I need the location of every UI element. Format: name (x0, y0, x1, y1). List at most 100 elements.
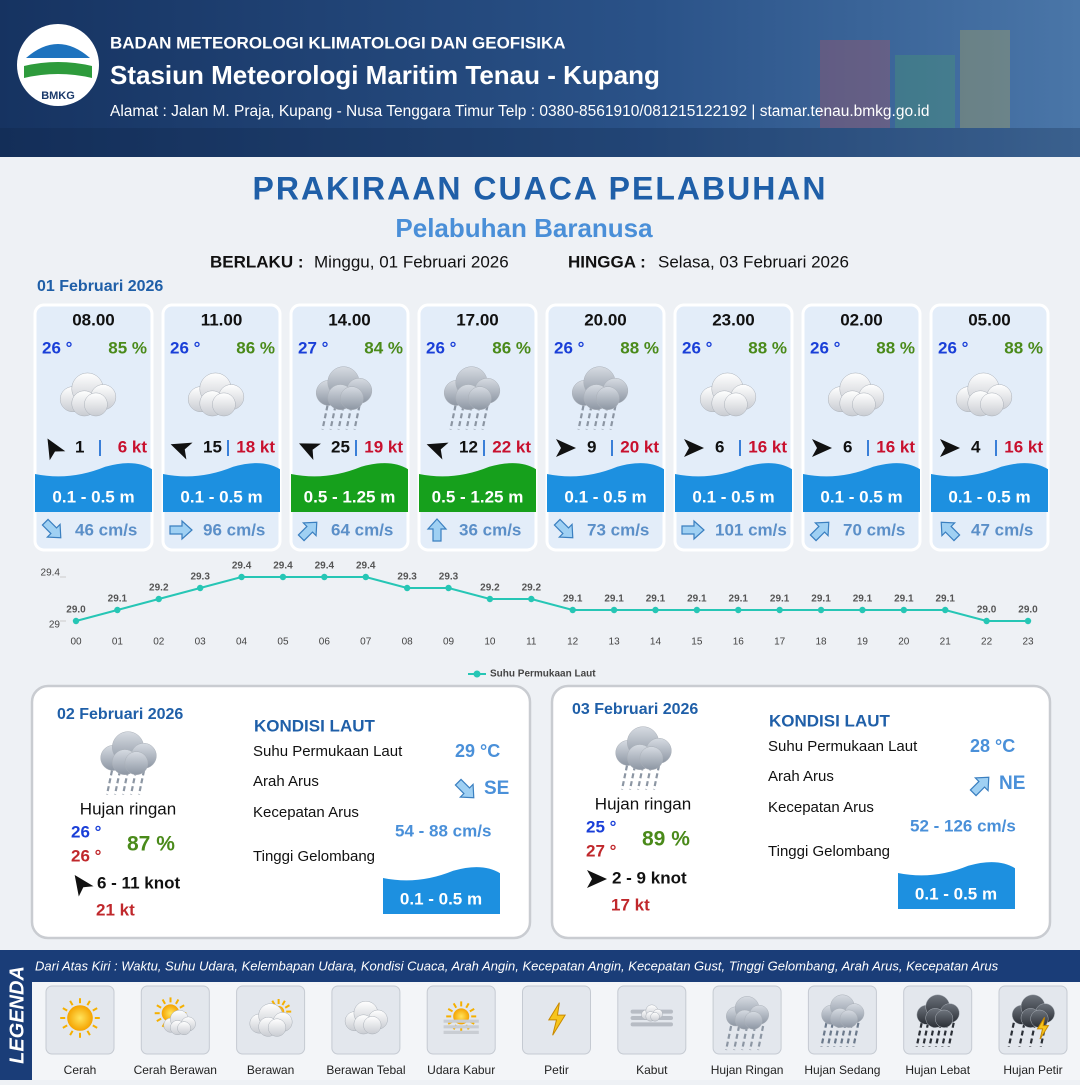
time: 14.00 (328, 310, 371, 329)
point (528, 595, 535, 603)
logo-text: BMKG (41, 90, 75, 102)
temperature: 26 ° (682, 338, 713, 357)
humidity: 86 % (492, 338, 531, 357)
point (859, 606, 866, 614)
wind-speed: 12 (459, 437, 478, 456)
value-label: 29.2 (522, 583, 542, 594)
value-label: 29.0 (1018, 605, 1038, 616)
current-arrow-shape (969, 776, 990, 797)
current-arrow (940, 521, 961, 542)
cloud-puff (340, 386, 364, 410)
wave (803, 463, 920, 512)
sea-label: Tinggi Gelombang (253, 848, 375, 865)
day-date: 03 Februari 2026 (572, 701, 698, 718)
wind-arrow (587, 870, 607, 888)
day-panel (30, 684, 532, 940)
weather-icon (443, 1001, 479, 1035)
humidity: 88 % (1004, 338, 1043, 357)
rain (820, 1022, 828, 1048)
temp-max: 27 ° (586, 841, 617, 860)
legend-item: Hujan Sedang (804, 1063, 880, 1077)
current-arrow-shape (297, 521, 318, 542)
temperature: 26 ° (810, 338, 841, 357)
value-label: 29.3 (190, 572, 210, 583)
x-tick-label: 00 (70, 637, 82, 648)
rain (609, 405, 617, 430)
weather-icon (60, 998, 100, 1038)
header-decoration (0, 30, 1080, 157)
wind-arrow (556, 439, 576, 457)
wave-height: 0.1 - 0.5 m (948, 487, 1030, 506)
wind-arrow (74, 874, 94, 897)
point (238, 573, 245, 581)
x-tick-label: 07 (360, 637, 372, 648)
separator (611, 440, 613, 456)
valid-to: Selasa, 03 Februari 2026 (658, 252, 849, 271)
wave (898, 862, 1015, 909)
temperature: 26 ° (938, 338, 969, 357)
value-label: 29.4 (273, 561, 293, 572)
wind-arrow-shape (426, 442, 449, 460)
wave-height: 0.1 - 0.5 m (180, 487, 262, 506)
rain (947, 1022, 955, 1048)
current-arrow-shape (41, 518, 62, 539)
x-tick-label: 16 (733, 637, 745, 648)
point (693, 606, 701, 614)
rain (922, 1022, 930, 1048)
weather-icon (827, 372, 885, 417)
gust: 16 kt (876, 437, 915, 456)
separator (227, 440, 229, 456)
sun-ray (156, 1004, 162, 1009)
current-speed: 47 cm/s (971, 520, 1033, 539)
wind-speed: 15 (203, 437, 222, 456)
rain (1007, 1022, 1015, 1048)
value-label: 29.1 (729, 594, 749, 605)
weather-icon (1007, 994, 1055, 1048)
point (362, 573, 369, 581)
cloud-puff (177, 1021, 191, 1036)
rain (137, 770, 146, 795)
value-label: 29.2 (149, 583, 169, 594)
current-arrow-shape (454, 778, 475, 799)
point (155, 595, 162, 603)
x-tick-label: 06 (319, 637, 331, 648)
humidity: 85 % (108, 338, 147, 357)
sun-ray (69, 1000, 74, 1006)
sea-label: Tinggi Gelombang (768, 843, 890, 860)
rain (329, 405, 337, 430)
rain (457, 405, 465, 430)
sea-title: KONDISI LAUT (769, 711, 891, 730)
header-bg (0, 0, 1080, 157)
point (445, 584, 452, 592)
humidity: 88 % (876, 338, 915, 357)
separator (739, 440, 741, 456)
current-arrow (809, 521, 830, 542)
weather-icon (547, 1002, 567, 1036)
point (114, 606, 121, 614)
valid-from: Minggu, 01 Februari 2026 (314, 252, 509, 271)
sea-label: Suhu Permukaan Laut (768, 738, 918, 755)
sun (67, 1005, 93, 1031)
current-direction: SE (484, 778, 509, 799)
rain (628, 765, 637, 790)
humidity: 84 % (364, 338, 403, 357)
value-label: 29.0 (66, 605, 86, 616)
legend-item: Hujan Ringan (711, 1063, 784, 1077)
cloud-puff (980, 392, 1004, 417)
weather-icon (725, 996, 769, 1051)
temperature: 26 ° (42, 338, 73, 357)
cloud-puff (468, 386, 492, 410)
cloud-puff (650, 1012, 660, 1022)
sun-ray (281, 1000, 286, 1006)
wave (419, 463, 536, 512)
rain (915, 1022, 923, 1048)
point (196, 584, 204, 592)
value-label: 29.1 (687, 594, 707, 605)
gust: 16 kt (748, 437, 787, 456)
gust: 16 kt (1004, 437, 1043, 456)
cloud-puff (596, 386, 620, 410)
condition: Hujan ringan (80, 799, 176, 818)
y-tick-label: 29 (49, 620, 61, 631)
time: 05.00 (968, 310, 1011, 329)
